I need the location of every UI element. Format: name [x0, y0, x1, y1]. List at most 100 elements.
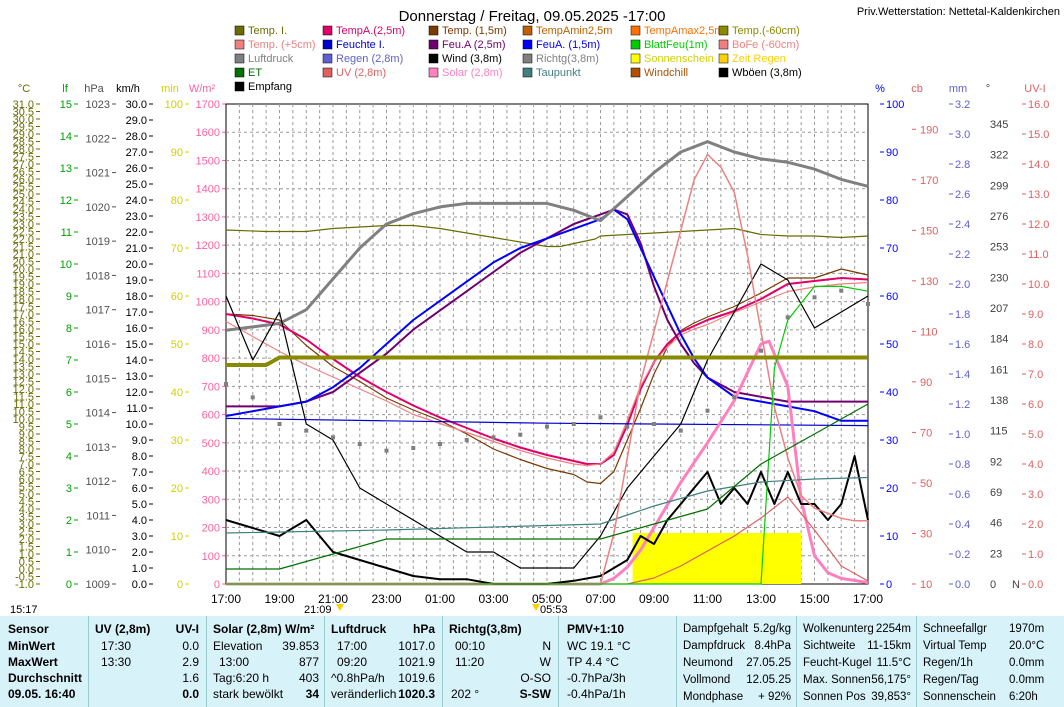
min-tick-label: 50	[171, 339, 183, 351]
c1-l2: Neumond	[683, 657, 733, 669]
deg-tick-label: 230	[990, 272, 1008, 284]
celsius-tick-label: 30.5	[13, 107, 34, 119]
celsius-tick-label: 5.0	[19, 489, 34, 501]
celsius-tick-label: 4.0	[19, 504, 34, 516]
legend-label: Regen (2,8m)	[336, 53, 403, 65]
cb-tick-label: 70	[920, 427, 932, 439]
legend-swatch	[522, 39, 533, 50]
celsius-tick-label: 14.0	[13, 354, 34, 366]
pmv-windchill: WC 19.1 °C	[567, 639, 631, 653]
wm2-tick-label: 800	[202, 353, 220, 365]
celsius-tick-label: 20.0	[13, 264, 34, 276]
cloud-column: Wolkenunterg 2254m Sichtweite 11-15km Fe…	[796, 616, 917, 707]
direction-avg: O-SO	[520, 671, 551, 685]
hpa-tick-label: 1010	[86, 545, 110, 557]
celsius-tick-label: 10.0	[13, 414, 34, 426]
kmh-tick-label: 24.0	[126, 195, 147, 207]
celsius-tick-label: 27.5	[13, 152, 34, 164]
hpa-tick-label: 1022	[86, 133, 110, 145]
celsius-tick-label: 9.5	[19, 422, 34, 434]
sunset-marker	[336, 604, 344, 611]
mm-tick-label: 0.2	[955, 549, 970, 561]
legend-swatch	[630, 67, 641, 78]
percent-tick-label: 70	[886, 243, 898, 255]
kmh-tick-label: 8.0	[132, 451, 147, 463]
kmh-tick-label: 2.0	[132, 547, 147, 559]
c2-l4: Sonnen Pos	[803, 691, 866, 703]
uv-avg: 1.6	[182, 671, 199, 685]
mm-tick-label: 2.8	[955, 159, 970, 171]
mm-tick-label: 0.0	[955, 579, 970, 591]
celsius-tick-label: -0.5	[15, 572, 34, 584]
mm-tick-label: 1.4	[955, 369, 970, 381]
mm-tick-label: 2.0	[955, 279, 970, 291]
series-point-richtg-3-8m	[331, 435, 335, 440]
celsius-tick-label: 19.5	[13, 272, 34, 284]
uvi-tick-label: 3.0	[1028, 489, 1043, 501]
series-point-richtg-3-8m	[491, 435, 496, 440]
celsius-tick-label: 26.5	[13, 167, 34, 179]
wm2-tick-label: 1400	[196, 184, 220, 196]
hpa-tick-label: 1019	[86, 236, 110, 248]
series-point-richtg-3-8m	[250, 395, 255, 400]
legend-swatch	[718, 67, 729, 78]
legend-swatch	[234, 53, 245, 64]
snow-column: Schneefallgr 1970m Virtual Temp 20.0°C R…	[916, 616, 1064, 707]
celsius-tick-label: 30.0	[13, 114, 34, 126]
mm-tick-label: 3.2	[955, 99, 970, 111]
mm-tick-label: 2.6	[955, 189, 970, 201]
legend-label: Temp. (1,5m)	[442, 25, 507, 37]
series-line-tempa-2-5m	[225, 277, 869, 465]
celsius-tick-label: 23.0	[13, 219, 34, 231]
legend-swatch	[234, 81, 245, 92]
celsius-tick-label: 4.5	[19, 497, 34, 509]
series-point-richtg-3-8m	[732, 395, 737, 400]
series-point-richtg-3-8m	[464, 438, 469, 442]
celsius-tick-label: 12.0	[13, 384, 34, 396]
hpa-tick-label: 1023	[86, 99, 110, 111]
uv-unit: UV-I	[175, 622, 199, 636]
min-tick-label: 10	[171, 531, 183, 543]
kmh-tick-label: 6.0	[132, 483, 147, 495]
celsius-tick-label: 29.5	[13, 122, 34, 134]
lf-tick-label: 15	[60, 99, 72, 111]
deg-tick-label: 138	[990, 395, 1008, 407]
legend-label: Feuchte I.	[336, 39, 385, 51]
hpa-tick-label: 1015	[86, 373, 110, 385]
legend-swatch	[630, 39, 641, 50]
legend-swatch	[322, 39, 333, 50]
solar-max: 877	[298, 655, 319, 669]
c1-v0: 5.2g/kg	[753, 623, 791, 635]
min-tick-label: 20	[171, 483, 183, 495]
lf-tick-label: 14	[60, 131, 72, 143]
kmh-tick-label: 22.0	[126, 227, 147, 239]
deg-tick-label: 322	[990, 150, 1008, 162]
celsius-tick-label: 1.5	[19, 542, 34, 554]
solar-sky: stark bewölkt	[213, 687, 284, 701]
x-tick-label: 11:00	[693, 592, 722, 606]
x-tick-label: 03:00	[478, 592, 508, 606]
deg-tick-label: 253	[990, 242, 1008, 254]
lf-tick-label: 2	[66, 515, 72, 527]
kmh-tick-label: 19.0	[126, 275, 147, 287]
percent-tick-label: 20	[886, 483, 898, 495]
time-marks: 15:17 21:09 05:53	[10, 604, 568, 616]
celsius-tick-label: 7.5	[19, 452, 34, 464]
series-line-feuchte-i	[225, 417, 869, 427]
legend-label: Temp. (+5cm)	[248, 39, 316, 51]
pmv-column: PMV+1:10 WC 19.1 °C TP 4.4 °C -0.7hPa/3h…	[558, 616, 677, 707]
percent-tick-label: 40	[886, 387, 898, 399]
north-label: N	[1012, 579, 1020, 591]
pressure-trend: ^0.8hPa/h	[331, 671, 385, 685]
deg-tick-label: 299	[990, 180, 1008, 192]
pressure-max: 1021.9	[398, 655, 435, 669]
wm2-tick-label: 1500	[196, 155, 220, 167]
percent-tick-label: 100	[886, 99, 904, 111]
uv-column: UV (2,8m) UV-I 17:30 0.0 13:30 2.9 1.6 0…	[88, 616, 207, 707]
legend-label: Luftdruck	[248, 53, 294, 65]
series-point-richtg-3-8m	[277, 422, 282, 426]
celsius-tick-label: 25.0	[13, 189, 34, 201]
legend-label: Wind (3,8m)	[442, 53, 502, 65]
legend-swatch	[322, 53, 333, 64]
hpa-axis-title: hPa	[84, 83, 104, 95]
